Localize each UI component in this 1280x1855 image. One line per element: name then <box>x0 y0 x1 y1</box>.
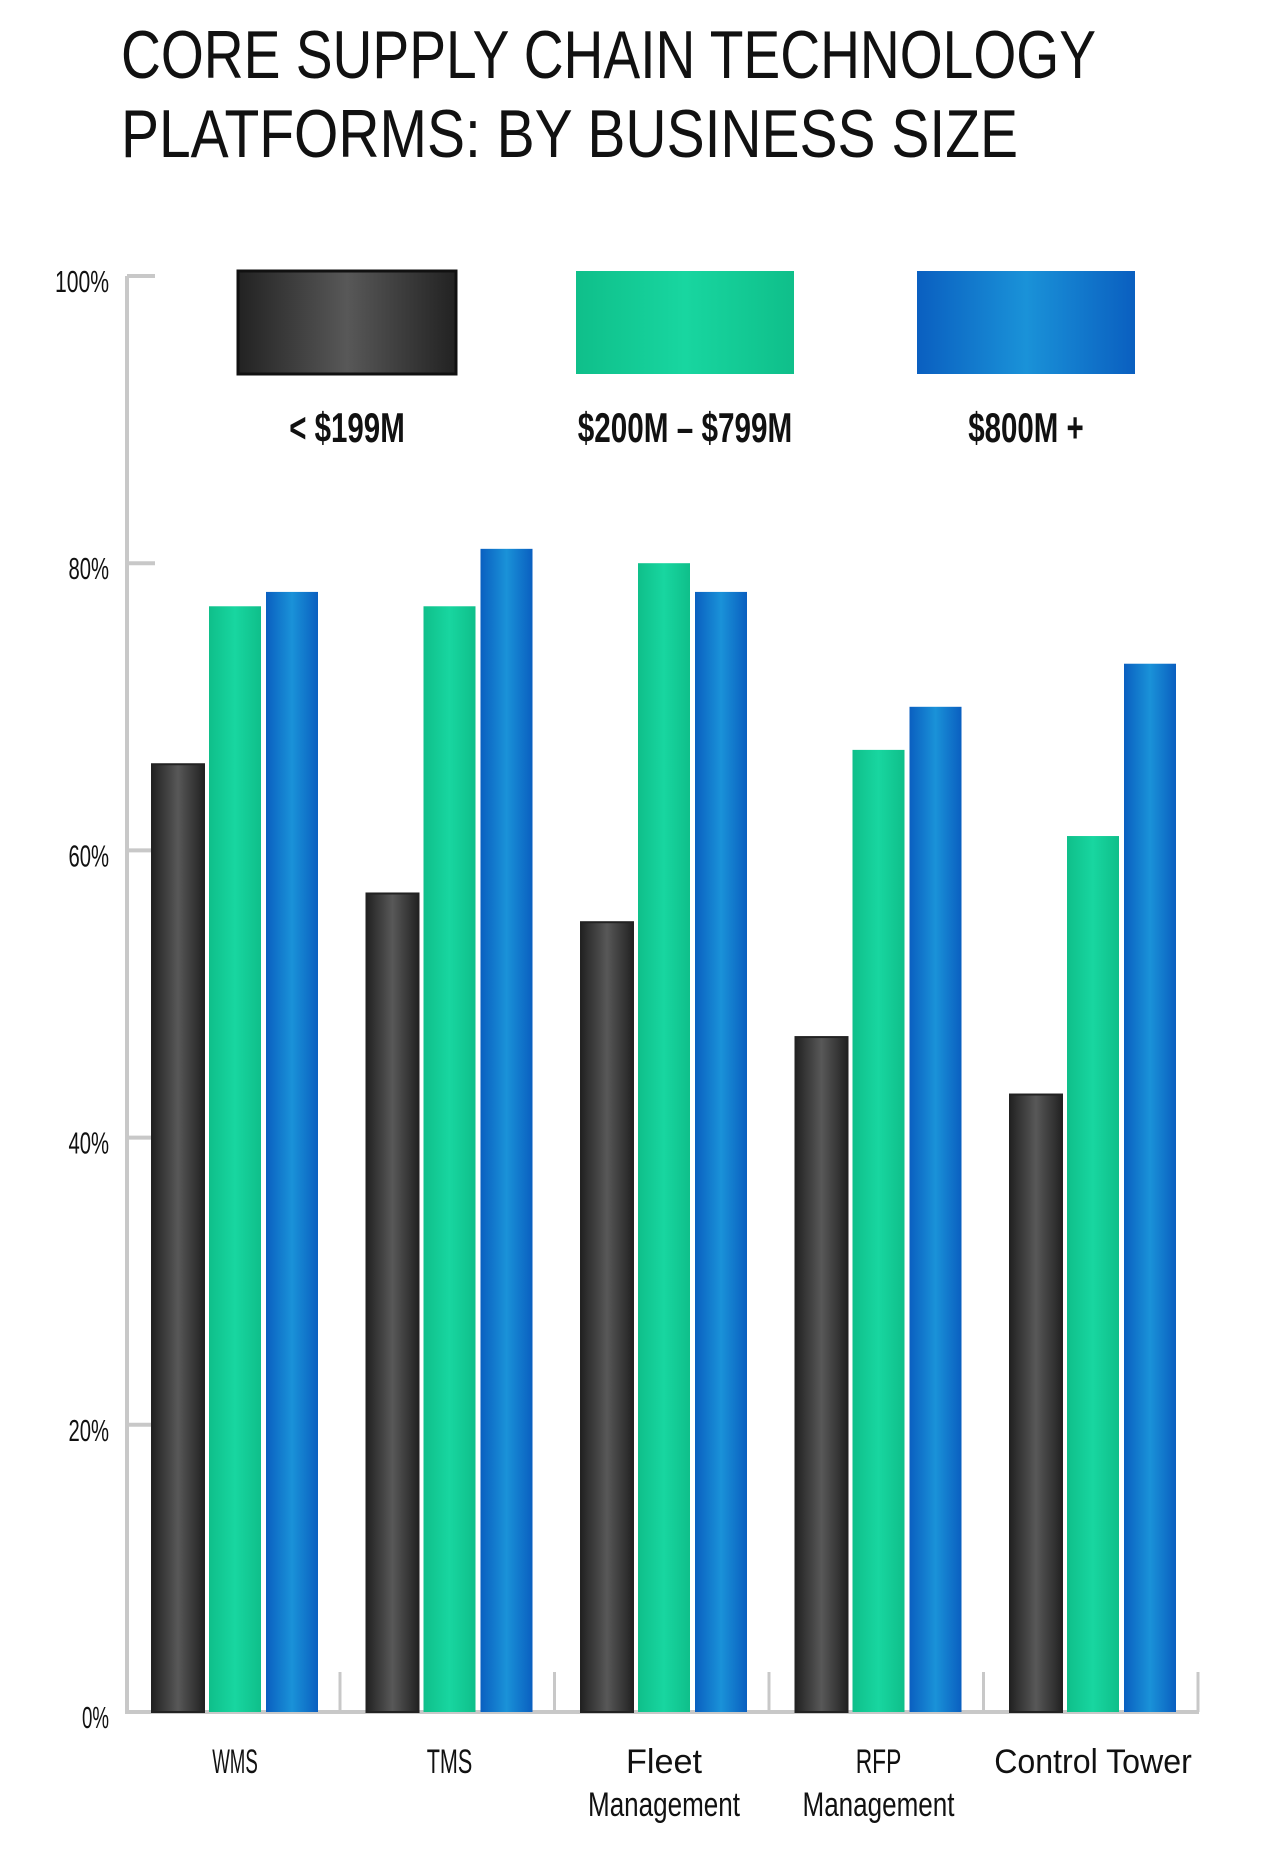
bar--200m-799m-fleet-management <box>638 563 690 1713</box>
bars <box>151 548 1176 1713</box>
legend-label: $800M + <box>968 404 1084 451</box>
legend: < $199M $200M – $799M $800M + <box>236 269 1135 451</box>
x-axis-labels: WMS TMS Fleet Management RFP Management Contro… <box>212 1743 1192 1824</box>
y-tick-label: 80% <box>69 551 110 586</box>
x-tick-label: Management <box>803 1786 955 1824</box>
legend-label: $200M – $799M <box>578 404 793 451</box>
bar--199m-fleet-management <box>580 921 634 1713</box>
x-tick-label: RFP <box>856 1743 902 1781</box>
y-tick-label: 40% <box>69 1126 110 1161</box>
bar--200m-799m-control-tower <box>1067 836 1119 1712</box>
y-tick-label: 60% <box>69 838 110 873</box>
bar--199m-control-tower <box>1009 1093 1063 1713</box>
bar--199m-wms <box>151 763 205 1713</box>
legend-swatch <box>917 271 1135 374</box>
bar--200m-799m-tms <box>423 606 476 1712</box>
legend-swatch <box>576 271 794 374</box>
chart-title-line-2: PLATFORMS: BY BUSINESS SIZE <box>121 96 1018 172</box>
bar--800m--tms <box>480 548 533 1712</box>
x-tick-label: Control Tower <box>994 1743 1192 1781</box>
bar--200m-799m-rfp-management <box>852 749 905 1712</box>
y-tick-label: 100% <box>55 264 109 299</box>
bar--800m--wms <box>266 591 318 1713</box>
bar--199m-tms <box>365 892 420 1713</box>
bar--200m-799m-wms <box>209 606 261 1712</box>
chart-title-line-1: CORE SUPPLY CHAIN TECHNOLOGY <box>121 17 1096 93</box>
bar--199m-rfp-management <box>794 1036 849 1713</box>
bar--800m--control-tower <box>1124 663 1176 1712</box>
bar--800m--rfp-management <box>909 706 962 1712</box>
legend-swatch <box>236 269 458 376</box>
y-tick-label: 20% <box>69 1413 110 1448</box>
legend-label: < $199M <box>289 404 405 451</box>
x-tick-label: Management <box>588 1786 740 1824</box>
x-tick-label: WMS <box>212 1743 258 1781</box>
x-tick-label: TMS <box>427 1743 473 1781</box>
x-tick-label: Fleet <box>626 1743 703 1781</box>
bar--800m--fleet-management <box>695 591 747 1713</box>
y-tick-label: 0% <box>82 1700 109 1735</box>
